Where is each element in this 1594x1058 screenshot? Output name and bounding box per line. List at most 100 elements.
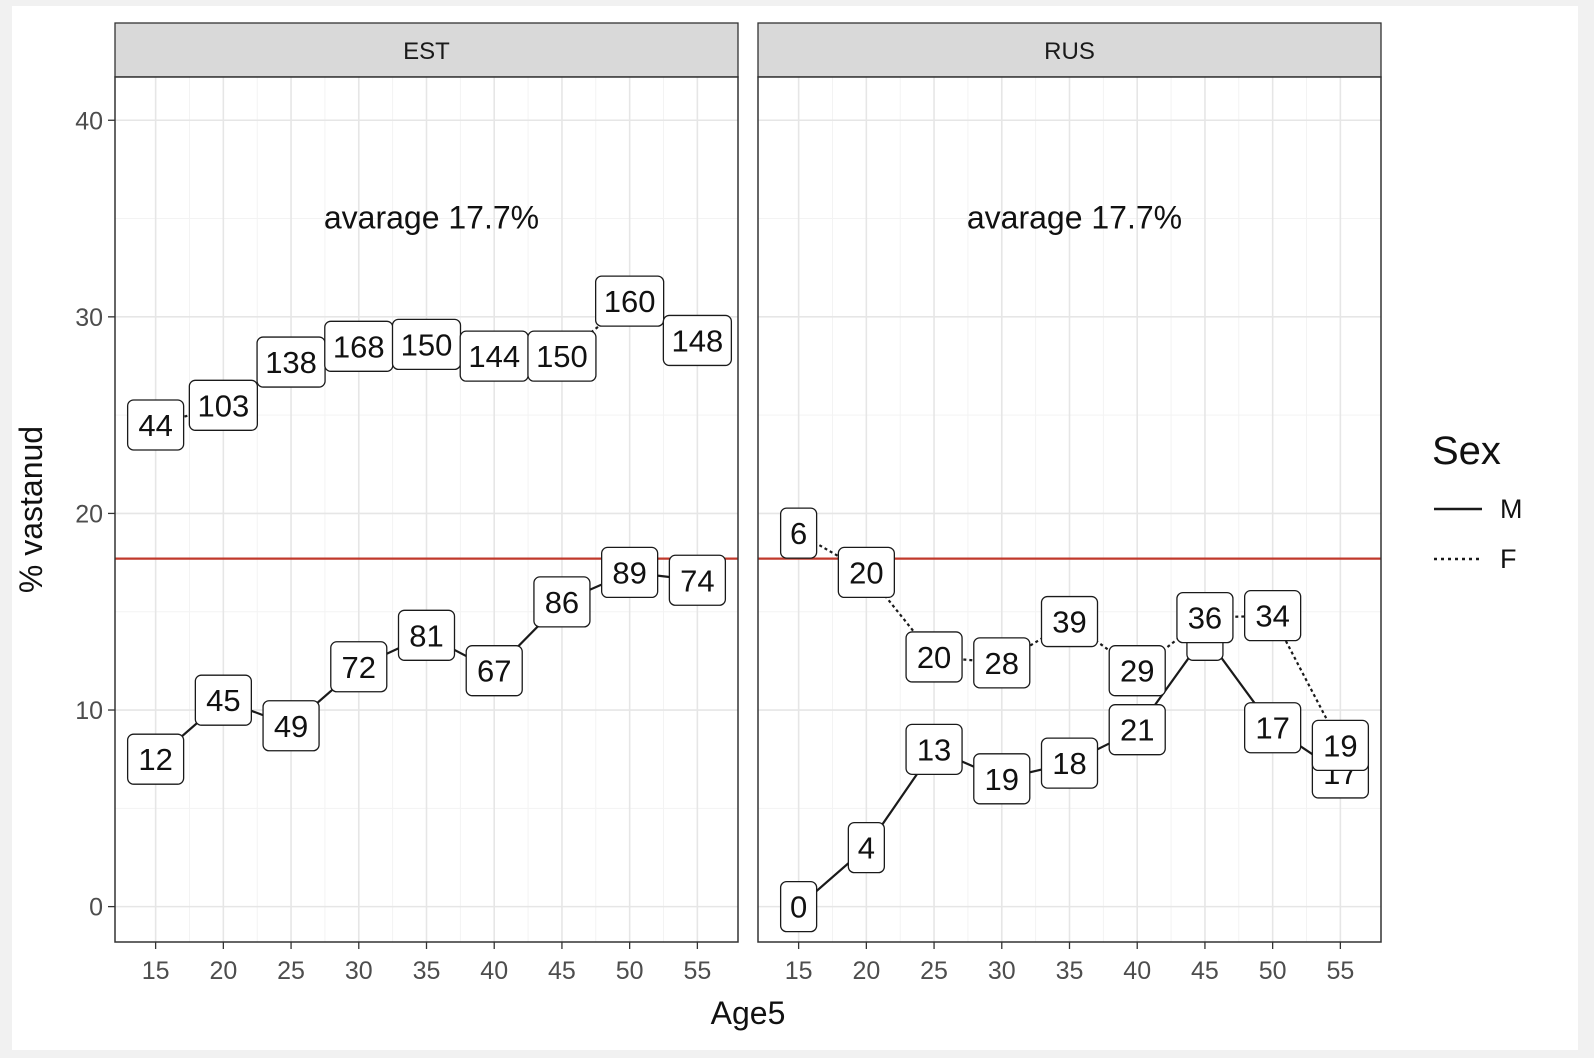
data-label: 20 [849,555,883,590]
y-tick-label: 20 [75,500,103,528]
data-label-box [465,645,523,697]
data-label-box [1176,591,1234,644]
data-label-box [1040,595,1099,648]
data-label-box [595,275,665,327]
data-label-box [1108,704,1166,756]
data-label-box [527,330,597,382]
panel-annotation: avarage 17.7% [324,200,539,236]
x-tick-label: 50 [616,957,644,985]
data-label-box [601,546,659,599]
legend-label-f: F [1500,544,1517,574]
data-label-box [973,753,1031,805]
data-label: 150 [401,327,453,362]
data-label: 6 [790,516,807,551]
data-label-box [1311,719,1370,772]
y-tick-label: 0 [89,894,103,922]
data-label-box [668,554,727,606]
data-label: 86 [545,585,579,620]
facet-strip [757,22,1382,78]
data-label: 36 [1188,601,1222,636]
data-label: 20 [917,640,951,675]
x-tick-label: 35 [413,957,441,985]
data-label-box [1244,590,1302,642]
y-tick-label: 30 [75,304,103,332]
chart-figure: EST 12 45 49 72 81 67 86 89 74 44 103 138 168 150 144 15… [12,6,1578,1050]
y-tick-label: 10 [75,697,103,725]
data-label: 34 [1255,599,1289,634]
data-label: 17 [1255,711,1289,746]
data-label: 148 [672,323,724,358]
data-label: 13 [917,732,951,767]
data-label: 21 [1120,713,1154,748]
data-label: 150 [536,339,588,374]
data-label: 144 [468,339,520,374]
data-label-box [779,880,818,933]
x-tick-label: 55 [1326,957,1354,985]
x-tick-label: 35 [1056,957,1084,985]
data-label: 19 [985,762,1019,797]
data-label: 89 [612,555,646,590]
data-label-box [262,700,320,752]
data-label: 168 [333,329,385,364]
data-label: 39 [1052,605,1086,640]
x-tick-label: 40 [480,957,508,985]
data-label: 28 [985,646,1019,681]
x-tick-label: 30 [988,957,1016,985]
data-label-box [905,723,963,775]
data-label-box [847,821,885,874]
panel-annotation: avarage 17.7% [967,200,1182,236]
data-label: 138 [265,345,317,380]
data-label-box [397,609,456,661]
data-label: 103 [197,388,249,423]
data-label-box [1040,737,1099,789]
y-axis-title: % vastanud [13,426,49,593]
x-tick-label: 15 [785,957,813,985]
data-label: 29 [1120,654,1154,689]
data-label-box [973,637,1031,689]
x-tick-label: 20 [209,957,237,985]
legend-label-m: M [1500,494,1523,524]
data-label: 81 [409,618,443,653]
x-tick-label: 25 [277,957,305,985]
x-tick-label: 20 [852,957,880,985]
data-label: 4 [858,831,875,866]
data-label-box [1108,645,1166,697]
x-tick-label: 50 [1259,957,1287,985]
data-label-box [126,733,185,785]
x-tick-label: 55 [683,957,711,985]
x-axis-title: Age5 [711,995,786,1031]
data-label: 160 [604,284,656,319]
x-tick-label: 15 [142,957,170,985]
facet-strip-label: EST [403,38,450,65]
data-label: 45 [206,683,240,718]
data-label-box [905,631,963,683]
data-label: 44 [138,408,172,443]
data-label: 49 [274,709,308,744]
data-label-box [779,507,818,559]
legend-title: Sex [1432,429,1501,473]
x-tick-label: 40 [1123,957,1151,985]
panel-est: EST 12 45 49 72 81 67 86 89 74 44 103 138 168 150 144 15… [114,22,739,943]
data-label-box [194,674,252,726]
data-label-box [126,399,185,451]
y-tick-label: 40 [75,107,103,135]
data-label-box [188,379,258,431]
data-label: 72 [342,650,376,685]
data-label: 0 [790,890,807,925]
data-label-box [330,641,388,693]
data-label: 19 [1323,728,1357,763]
x-tick-label: 30 [345,957,373,985]
x-tick-label: 25 [920,957,948,985]
data-label: 12 [138,742,172,777]
x-tick-label: 45 [1191,957,1219,985]
data-label-box [1244,702,1302,754]
data-label-box [662,314,733,367]
facet-strip [114,22,739,78]
data-label-box [837,546,895,599]
x-tick-label: 45 [548,957,576,985]
data-label: 74 [680,563,714,598]
data-label: 18 [1052,746,1086,781]
data-label: 67 [477,654,511,689]
data-label-box [533,576,591,628]
